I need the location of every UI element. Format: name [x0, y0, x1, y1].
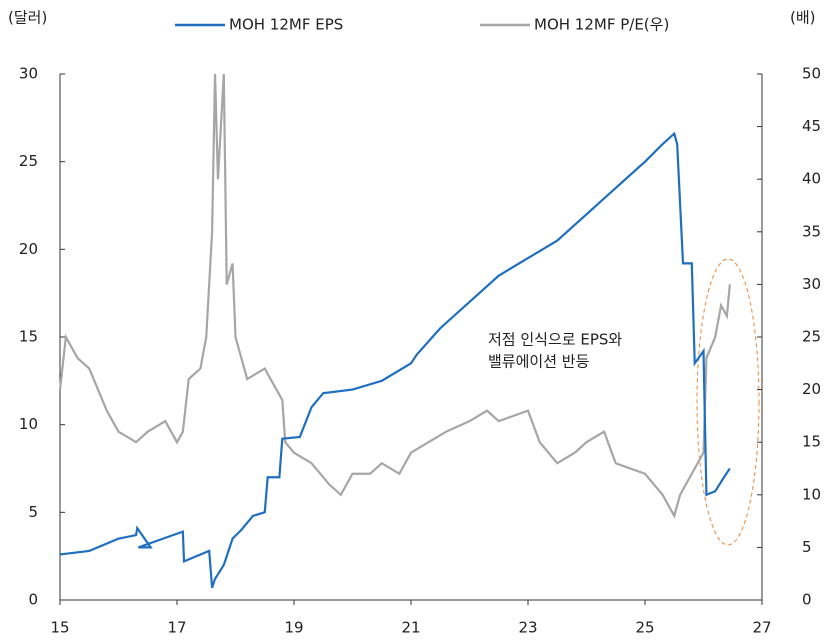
legend-label: MOH 12MF EPS: [229, 16, 343, 34]
y2-tick-label: 15: [802, 433, 821, 451]
x-tick-label: 17: [167, 619, 186, 637]
x-tick-label: 21: [401, 619, 420, 637]
x-tick-label: 19: [284, 619, 303, 637]
x-tick-label: 25: [635, 619, 654, 637]
y2-tick-label: 40: [802, 170, 821, 188]
y2-tick-label: 50: [802, 65, 821, 83]
annotation: 저점 인식으로 EPS와: [488, 331, 622, 349]
x-tick-label: 27: [752, 619, 771, 637]
x-tick-label: 15: [50, 619, 69, 637]
highlight-ellipse: [696, 258, 760, 546]
y-tick-label: 0: [28, 591, 38, 609]
x-tick-label: 23: [518, 619, 537, 637]
y2-tick-label: 20: [802, 380, 821, 398]
y2-axis-label: (배): [790, 9, 816, 27]
y2-tick-label: 30: [802, 275, 821, 293]
y-tick-label: 5: [28, 503, 38, 521]
y2-tick-label: 45: [802, 117, 821, 135]
y2-tick-label: 10: [802, 485, 821, 503]
y-tick-label: 30: [19, 65, 38, 83]
series-line: [59, 131, 731, 589]
y-axis-label: (달러): [8, 9, 47, 27]
y-tick-label: 25: [19, 152, 38, 170]
y2-tick-label: 5: [802, 538, 812, 556]
series-line: [58, 73, 731, 519]
y2-tick-label: 35: [802, 222, 821, 240]
y-tick-label: 15: [19, 328, 38, 346]
legend-label: MOH 12MF P/E(우): [534, 16, 669, 34]
annotation: 밸류에이션 반등: [488, 353, 590, 371]
y2-tick-label: 0: [802, 591, 812, 609]
y-tick-label: 10: [19, 415, 38, 433]
y-tick-label: 20: [19, 240, 38, 258]
y2-tick-label: 25: [802, 328, 821, 346]
